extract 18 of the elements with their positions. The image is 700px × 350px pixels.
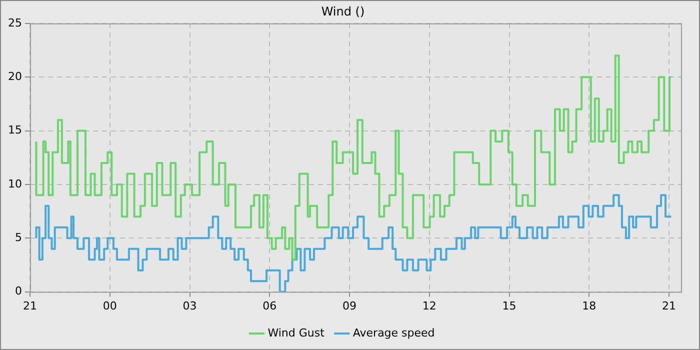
y-tick-label: 20 (8, 70, 22, 83)
x-tick-label: 21 (662, 299, 676, 312)
y-tick-label: 5 (14, 230, 22, 244)
x-tick-label: 21 (22, 299, 37, 312)
y-tick-label: 25 (8, 16, 22, 30)
x-tick-label: 00 (102, 299, 117, 312)
chart-title: Wind () (321, 4, 365, 18)
x-tick-label: 03 (182, 299, 197, 312)
x-tick-label: 06 (262, 299, 277, 312)
y-tick-label: 15 (8, 124, 22, 137)
x-tick-label: 15 (502, 299, 516, 312)
x-tick-label: 09 (342, 299, 357, 312)
y-tick-label: 10 (8, 177, 22, 190)
x-tick-label: 12 (422, 299, 436, 312)
x-tick-label: 18 (582, 299, 596, 312)
y-tick-label: 0 (14, 284, 22, 298)
legend-label: Average speed (352, 326, 435, 340)
legend-label: Wind Gust (268, 326, 326, 340)
